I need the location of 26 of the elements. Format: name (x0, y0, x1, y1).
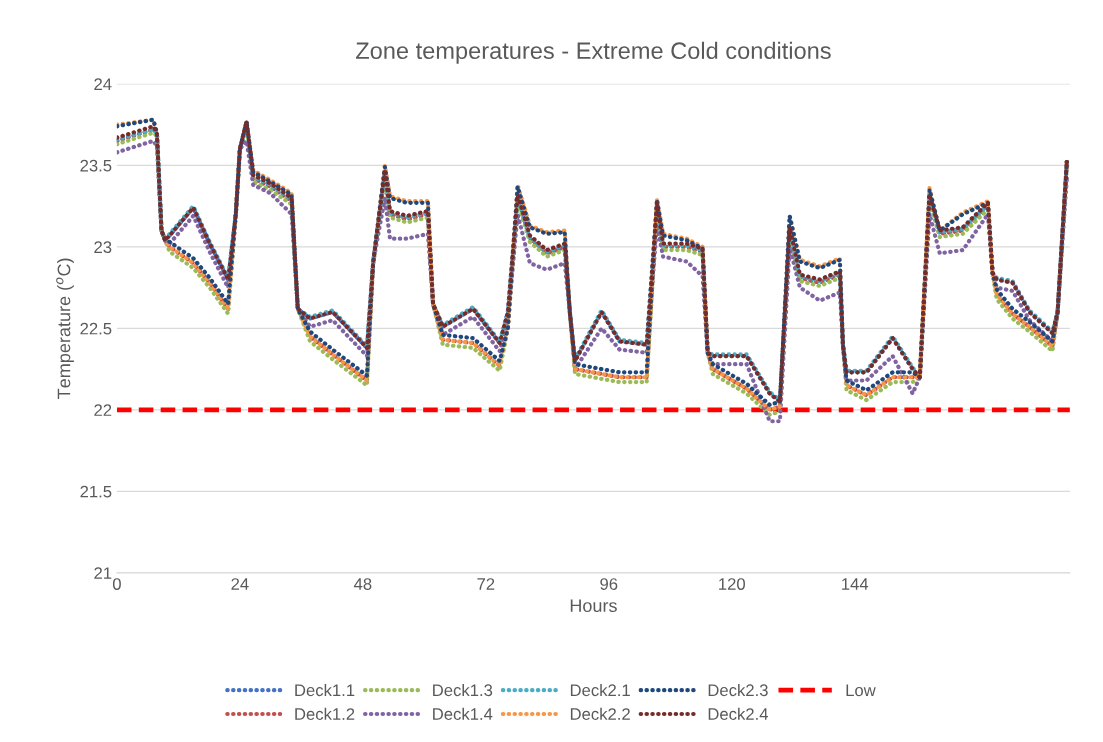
x-tick-label: 96 (600, 578, 618, 590)
legend-label: Deck1.1 (295, 683, 355, 697)
legend-label: Deck1.3 (433, 683, 493, 697)
x-tick-label: 144 (842, 578, 869, 590)
legend-label: Deck2.1 (570, 683, 630, 697)
y-tick-label: 22.5 (80, 322, 112, 335)
x-axis-title: Hours (570, 599, 617, 613)
chart-title: Zone temperatures - Extreme Cold conditions (355, 41, 831, 64)
x-tick-label: 120 (719, 578, 745, 590)
y-axis-title: Temperature ($^{o}$C) (56, 258, 74, 399)
y-tick-label: 23.5 (80, 159, 112, 172)
legend-label: Deck1.2 (295, 707, 355, 720)
legend-label: Deck1.4 (433, 707, 493, 720)
x-tick-label: 0 (112, 578, 121, 590)
x-tick-label: 48 (353, 578, 372, 590)
legend-label: Deck2.3 (708, 683, 768, 697)
legend-label: Low (846, 684, 876, 697)
y-tick-label: 21.5 (80, 485, 112, 498)
y-tick-label: 22 (94, 404, 112, 416)
y-tick-label: 21 (94, 567, 112, 579)
y-tick-label: 23 (94, 241, 112, 254)
legend-label: Deck2.4 (708, 707, 768, 720)
x-tick-label: 24 (231, 578, 249, 590)
y-tick-label: 24 (94, 78, 112, 90)
x-tick-label: 72 (477, 578, 495, 590)
legend-label: Deck2.2 (570, 707, 630, 720)
